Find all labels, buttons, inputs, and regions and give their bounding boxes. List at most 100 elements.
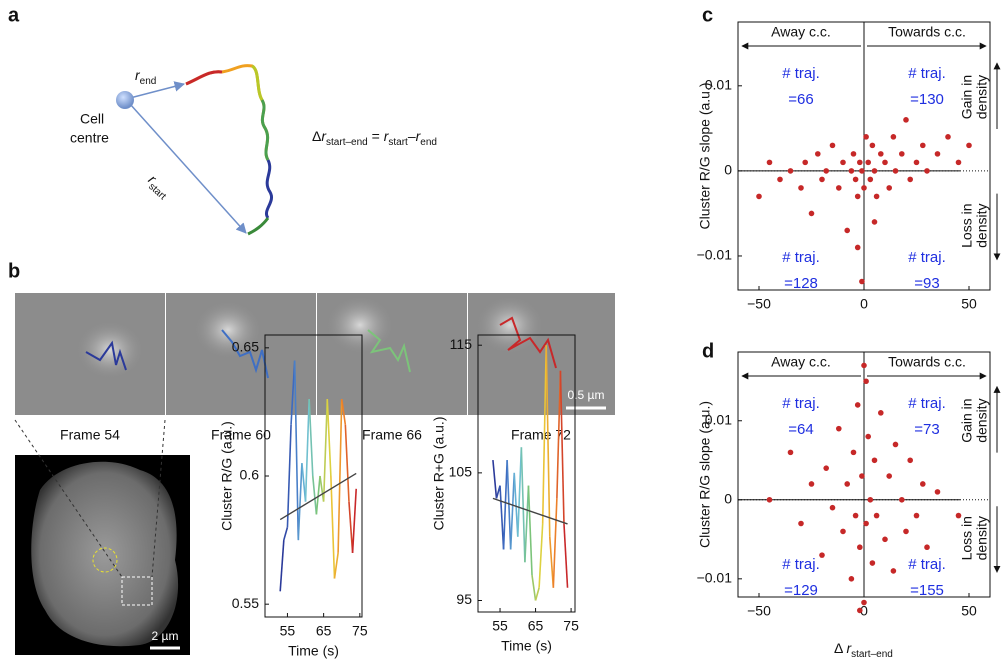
text-part: start–end (851, 649, 893, 660)
point (903, 528, 909, 535)
quadrant-count: =128 (784, 275, 818, 292)
point (924, 544, 930, 551)
x-axis-label: Time (s) (501, 638, 552, 654)
trace-segment (286, 424, 292, 528)
trace-segment (344, 424, 350, 502)
point (871, 219, 878, 225)
point (865, 433, 871, 440)
point (903, 117, 909, 123)
loss-label: Loss in (959, 204, 975, 248)
point (920, 142, 926, 149)
point (907, 457, 913, 464)
point (873, 512, 880, 519)
direction-label: Towards c.c. (888, 24, 966, 40)
y-tick-label: 0.65 (232, 339, 259, 355)
trace-segment (506, 460, 512, 550)
quadrant-count: # traj. (782, 65, 820, 82)
point (861, 185, 867, 191)
point (859, 473, 865, 479)
trace-segment (304, 399, 310, 502)
quadrant-count: # traj. (782, 249, 820, 266)
text-part: end (420, 137, 437, 148)
text-part: start (146, 181, 168, 202)
trace-segment (351, 488, 358, 553)
text-part: start (388, 137, 408, 148)
x-tick-label: 75 (352, 623, 368, 639)
point (857, 607, 863, 614)
direction-label: Away c.c. (771, 24, 831, 40)
point (886, 473, 892, 479)
point (859, 168, 865, 174)
point (863, 134, 869, 140)
point (854, 402, 861, 408)
point (808, 481, 815, 487)
trace-segment (541, 345, 548, 524)
trace-segment (326, 399, 332, 477)
point (848, 168, 855, 174)
gain-label: Gain in (959, 398, 975, 442)
text-part: r (416, 128, 422, 144)
fit-line (492, 497, 568, 525)
cell-centre-label: Cell (80, 111, 104, 127)
point (766, 159, 773, 166)
y-tick-label: −0.01 (697, 570, 733, 586)
y-tick-label: 0 (724, 490, 732, 506)
trace-segment (513, 472, 519, 537)
x-tick-label: 65 (528, 618, 544, 634)
y-tick-label: 0.01 (705, 411, 732, 427)
point (878, 410, 884, 416)
cell-centre-label: centre (70, 130, 109, 146)
quadrant-count: =129 (784, 582, 818, 599)
frame-label: Frame 54 (60, 427, 120, 443)
point (867, 496, 874, 503)
point (815, 151, 821, 157)
y-tick-label: 0.55 (232, 595, 259, 611)
y-tick-label: 95 (456, 591, 472, 607)
text-part: end (140, 76, 157, 87)
trace-segment (279, 540, 285, 592)
point (756, 193, 762, 200)
point (863, 378, 869, 385)
y-tick-label: 115 (450, 336, 473, 352)
x-axis-label: Time (s) (288, 643, 339, 659)
point (850, 151, 857, 157)
trace-segment (311, 475, 318, 515)
text-part: – (408, 128, 416, 144)
trace-segment (552, 498, 558, 588)
text-part: r (384, 128, 390, 144)
x-tick-label: 55 (280, 623, 296, 639)
trace-segment (534, 587, 540, 601)
y-axis-label: Cluster R/G slope (a.u.) (697, 82, 713, 229)
y-axis-label: Cluster R/G (a.u.) (219, 421, 235, 531)
quadrant-count: =155 (910, 582, 944, 599)
frame-label: Frame 66 (362, 427, 422, 443)
y-tick-label: 0.01 (705, 77, 732, 93)
point (934, 151, 941, 157)
point (848, 576, 855, 582)
trace-segment (531, 574, 537, 601)
point (840, 528, 846, 535)
point (819, 176, 825, 183)
point (913, 159, 920, 166)
point (844, 227, 850, 234)
quadrant-count: # traj. (908, 65, 946, 82)
point (829, 142, 836, 149)
point (913, 512, 920, 519)
x-tick-label: 50 (961, 296, 977, 312)
fit-line (279, 472, 357, 521)
y-axis-label: Cluster R+G (a.u.) (431, 417, 447, 531)
trace-segment (308, 399, 314, 477)
loss-label: Loss in (959, 516, 975, 560)
trace-segment (315, 475, 321, 515)
quadrant-count: # traj. (908, 249, 946, 266)
point (798, 185, 804, 191)
point (836, 425, 842, 432)
point (850, 449, 857, 456)
r-end-label: rend (135, 67, 156, 87)
x-tick-label: 65 (316, 623, 332, 639)
point (777, 176, 783, 183)
point (899, 151, 905, 157)
r-start-label: rstart (143, 171, 175, 202)
point (787, 449, 794, 456)
